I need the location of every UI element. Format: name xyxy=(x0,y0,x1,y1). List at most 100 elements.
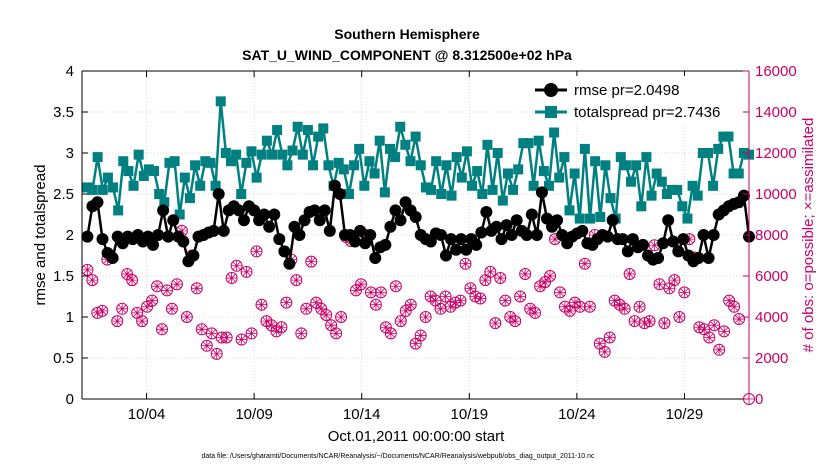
totalspread-point xyxy=(543,180,554,191)
obs-marker-cross xyxy=(714,344,725,355)
obs-marker-circle xyxy=(718,325,731,338)
obs-possible-marker xyxy=(280,296,293,309)
obs-marker-circle xyxy=(578,257,591,270)
obs-marker-cross xyxy=(157,324,168,335)
obs-possible-marker xyxy=(404,298,417,311)
obs-possible-marker xyxy=(544,270,557,282)
obs-possible-marker xyxy=(126,274,139,287)
y-axis-label-left: rmse and totalspread xyxy=(32,165,49,306)
y-tick-label-right: 16000 xyxy=(755,63,797,80)
obs-marker-cross xyxy=(311,297,322,308)
obs-marker-cross xyxy=(594,338,605,349)
rmse-point xyxy=(354,224,367,237)
obs-possible-marker xyxy=(160,284,173,297)
obs-possible-marker xyxy=(146,294,159,307)
obs-marker-cross xyxy=(430,295,441,306)
y-tick-label-left: 2 xyxy=(66,227,74,244)
rmse-point xyxy=(445,233,458,246)
rmse-point xyxy=(384,220,397,233)
rmse-point xyxy=(500,219,513,232)
y-tick-label-right: 10000 xyxy=(755,186,797,203)
obs-marker-cross xyxy=(520,268,531,279)
rmse-point xyxy=(207,224,220,237)
obs-marker-circle xyxy=(529,306,542,319)
rmse-point xyxy=(677,233,690,246)
totalspread-point xyxy=(467,180,478,191)
obs-marker-cross xyxy=(569,297,580,308)
rmse-point xyxy=(364,229,377,241)
obs-marker-cross xyxy=(112,316,123,327)
obs-marker-circle xyxy=(394,315,407,328)
obs-marker-circle xyxy=(205,327,218,340)
obs-possible-marker xyxy=(220,331,233,344)
obs-marker-cross xyxy=(609,295,620,306)
obs-possible-marker xyxy=(255,298,268,311)
obs-marker-circle xyxy=(544,270,557,282)
obs-marker-cross xyxy=(525,303,536,314)
obs-marker-cross xyxy=(460,258,471,269)
obs-possible-marker xyxy=(663,282,676,295)
rmse-point xyxy=(692,251,705,264)
totalspread-point xyxy=(702,148,713,158)
rmse-point xyxy=(379,238,392,251)
obs-possible-marker xyxy=(603,331,616,344)
totalspread-point xyxy=(308,160,319,171)
obs-marker-circle xyxy=(598,345,611,358)
rmse-point xyxy=(268,208,281,221)
obs-marker-circle xyxy=(703,331,716,344)
y-tick-label-right: 6000 xyxy=(755,268,788,285)
obs-marker-cross xyxy=(564,305,575,316)
obs-marker-cross xyxy=(127,275,138,286)
obs-marker-circle xyxy=(210,347,223,360)
obs-possible-marker xyxy=(170,278,183,291)
totalspread-point xyxy=(538,166,549,177)
totalspread-point xyxy=(405,156,416,167)
obs-marker-circle xyxy=(230,259,243,272)
obs-possible-marker xyxy=(728,300,741,313)
obs-marker-cross xyxy=(266,320,277,331)
obs-marker-circle xyxy=(374,286,387,299)
rmse-point xyxy=(217,224,230,237)
totalspread-point xyxy=(564,205,575,216)
obs-marker-circle xyxy=(708,319,721,332)
obs-marker-cross xyxy=(614,299,625,310)
obs-marker-circle xyxy=(653,278,666,291)
obs-marker-circle xyxy=(638,317,651,330)
totalspread-point xyxy=(384,143,395,154)
obs-marker-circle xyxy=(489,317,502,330)
totalspread-point xyxy=(210,180,221,191)
obs-possible-marker xyxy=(653,278,666,291)
obs-marker-circle xyxy=(250,245,263,258)
totalspread-point xyxy=(492,148,503,158)
rmse-point xyxy=(525,208,538,221)
obs-marker-cross xyxy=(326,320,337,331)
totalspread-point xyxy=(354,143,365,154)
obs-marker-cross xyxy=(196,324,207,335)
totalspread-point xyxy=(528,180,539,191)
obs-possible-marker xyxy=(464,282,477,295)
totalspread-point xyxy=(108,182,119,193)
totalspread-point xyxy=(431,156,442,167)
obs-possible-marker xyxy=(235,333,248,346)
totalspread-line xyxy=(86,101,750,224)
rmse-point xyxy=(520,229,533,241)
totalspread-point xyxy=(205,157,216,168)
totalspread-point xyxy=(600,160,611,171)
totalspread-point xyxy=(343,189,354,199)
obs-possible-marker xyxy=(678,286,691,299)
obs-marker-cross xyxy=(206,328,217,339)
obs-marker-cross xyxy=(405,299,416,310)
obs-marker-cross xyxy=(241,266,252,277)
obs-marker-circle xyxy=(111,315,124,328)
rmse-point xyxy=(147,238,160,251)
obs-marker-circle xyxy=(195,323,208,336)
rmse-point xyxy=(737,189,750,202)
totalspread-point xyxy=(169,156,180,167)
rmse-point xyxy=(667,235,680,248)
obs-marker-cross xyxy=(122,268,133,279)
totalspread-point xyxy=(554,172,565,183)
rmse-point xyxy=(394,214,407,227)
obs-marker-cross xyxy=(669,275,680,286)
obs-possible-marker xyxy=(81,263,94,276)
rmse-point xyxy=(248,204,261,217)
